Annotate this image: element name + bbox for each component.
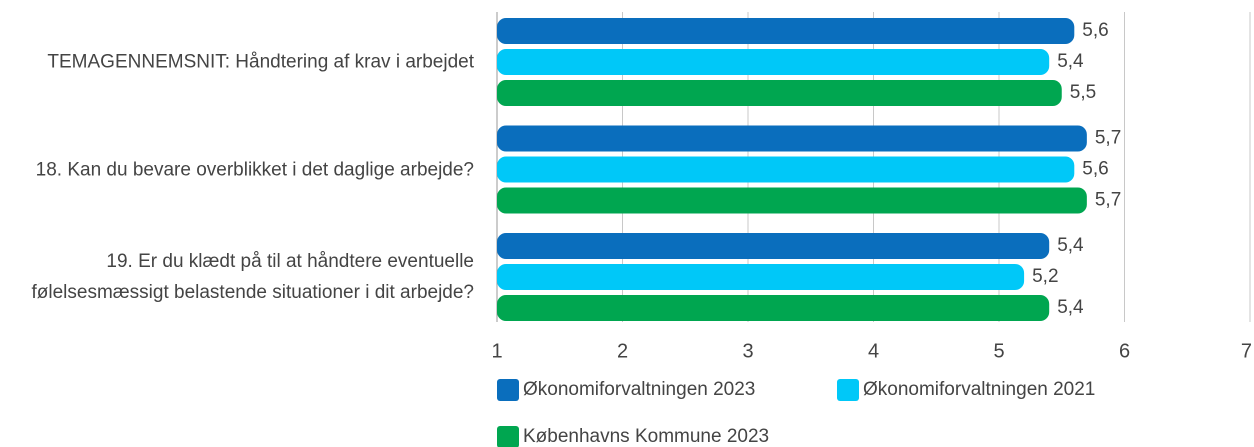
value-label: 5,2 <box>1032 266 1058 287</box>
value-label: 5,6 <box>1082 20 1108 41</box>
x-tick-label: 6 <box>1119 340 1130 362</box>
bar <box>497 18 1075 44</box>
bar <box>497 295 1050 321</box>
x-tick-label: 4 <box>868 340 879 362</box>
x-tick-label: 5 <box>993 340 1004 362</box>
bar <box>497 187 1087 214</box>
bar <box>497 80 1062 106</box>
value-label: 5,4 <box>1057 235 1084 256</box>
value-label: 5,4 <box>1057 51 1084 72</box>
legend-swatch <box>497 426 519 447</box>
value-label: 5,7 <box>1095 190 1121 211</box>
x-tick-label: 2 <box>617 340 628 362</box>
legend-label: Økonomiforvaltningen 2023 <box>523 379 755 400</box>
x-tick-label: 3 <box>742 340 753 362</box>
legend-swatch <box>497 379 519 401</box>
legend-label: Økonomiforvaltningen 2021 <box>863 379 1095 400</box>
category-label: 19. Er du klædt på til at håndtere event… <box>31 251 474 303</box>
bar <box>497 156 1075 183</box>
bar <box>497 125 1087 152</box>
value-label: 5,5 <box>1070 82 1096 103</box>
value-label: 5,6 <box>1082 159 1108 180</box>
x-tick-label: 1 <box>491 340 502 362</box>
legend-swatch <box>837 379 859 401</box>
x-tick-label: 7 <box>1241 340 1252 362</box>
bar <box>497 264 1025 290</box>
bar <box>497 233 1050 259</box>
bar <box>497 49 1050 75</box>
value-label: 5,7 <box>1095 128 1121 149</box>
category-label: 18. Kan du bevare overblikket i det dagl… <box>35 159 474 180</box>
legend-label: Københavns Kommune 2023 <box>523 426 769 447</box>
value-label: 5,4 <box>1057 297 1084 318</box>
category-label: TEMAGENNEMSNIT: Håndtering af krav i arb… <box>47 51 474 73</box>
